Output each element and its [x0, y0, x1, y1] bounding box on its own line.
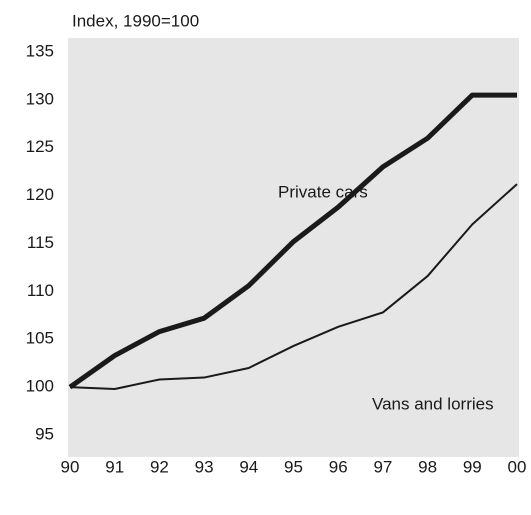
- plot-area: [68, 38, 519, 457]
- y-tick-label: 110: [27, 281, 54, 300]
- x-tick-label: 00: [508, 457, 527, 476]
- x-tick-label: 94: [239, 457, 258, 476]
- series-label: Private cars: [278, 182, 368, 201]
- data-line: [68, 92, 517, 390]
- x-tick-label: 96: [329, 457, 348, 476]
- series-label: Vans and lorries: [372, 394, 494, 413]
- x-tick-label: 93: [195, 457, 214, 476]
- y-tick-label: 95: [35, 424, 54, 443]
- y-tick-label: 105: [26, 329, 54, 348]
- x-tick-label: 97: [373, 457, 392, 476]
- data-line: [69, 183, 518, 391]
- x-tick-label: 91: [105, 457, 124, 476]
- x-tick-label: 99: [463, 457, 482, 476]
- x-tick-label: 92: [150, 457, 169, 476]
- x-tick-label: 95: [284, 457, 303, 476]
- x-tick-label: 98: [418, 457, 437, 476]
- y-tick-label: 120: [26, 185, 54, 204]
- y-axis-label: Index, 1990=100: [72, 11, 199, 30]
- y-tick-label: 135: [26, 41, 54, 60]
- y-tick-label: 115: [27, 233, 54, 252]
- y-tick-label: 130: [26, 89, 54, 108]
- y-tick-label: 125: [26, 137, 54, 156]
- x-tick-label: 90: [61, 457, 80, 476]
- y-tick-label: 100: [26, 377, 54, 396]
